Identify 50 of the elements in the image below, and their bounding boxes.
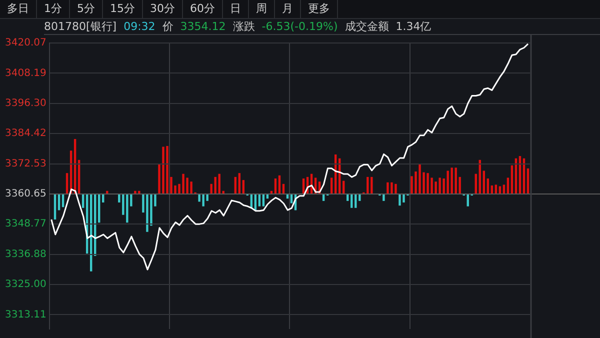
- y-tick-label: 3396.30: [4, 98, 46, 109]
- bar: [162, 146, 165, 194]
- text: 价: [162, 20, 174, 33]
- bar: [186, 178, 189, 194]
- y-tick-label: 3336.88: [4, 248, 46, 260]
- bar: [386, 182, 390, 194]
- bar: [394, 184, 398, 194]
- y-tick-label: 3372.53: [4, 158, 46, 170]
- bar: [126, 194, 129, 223]
- bar: [447, 170, 450, 194]
- bar: [202, 194, 205, 206]
- chart-title: 801780[银行]: [44, 20, 117, 33]
- bar: [190, 182, 193, 194]
- y-tick-label: 3360.65: [4, 188, 46, 200]
- text: 涨跌: [232, 20, 255, 33]
- bar: [206, 194, 209, 201]
- bar: [402, 194, 406, 202]
- text: 3354.12: [180, 20, 226, 33]
- bar: [366, 176, 370, 194]
- bar: [182, 174, 185, 194]
- text: 多日 1分 5分 15分 30分 60分 日 周 月 更多: [7, 2, 330, 15]
- bar: [390, 182, 394, 194]
- bar: [451, 168, 454, 194]
- text: 成交金额: [344, 20, 389, 33]
- bar: [455, 168, 458, 194]
- text: -6.53(-0.19%): [262, 20, 338, 33]
- bar: [431, 178, 434, 194]
- bar: [435, 182, 438, 194]
- bar: [419, 164, 422, 194]
- bar: [146, 194, 149, 232]
- bar: [507, 178, 510, 194]
- y-tick-label: 3420.07: [4, 38, 46, 49]
- bar: [370, 176, 374, 194]
- bar: [483, 170, 486, 194]
- y-tick-label: 3408.19: [4, 68, 46, 79]
- text: 1.34亿: [396, 20, 432, 33]
- bar: [174, 185, 177, 194]
- y-tick-label: 3313.11: [4, 309, 46, 320]
- text: 09:32: [124, 20, 156, 33]
- bar: [427, 173, 430, 194]
- bar: [214, 176, 217, 194]
- bar: [330, 178, 334, 194]
- bar: [423, 172, 426, 194]
- y-tick-label: 3325.00: [4, 279, 46, 290]
- bar: [382, 194, 386, 201]
- y-tick-label: 3384.42: [4, 128, 46, 140]
- bar: [398, 194, 402, 206]
- bar: [439, 178, 442, 194]
- y-tick-label: 3348.77: [4, 218, 46, 230]
- bar: [166, 146, 169, 194]
